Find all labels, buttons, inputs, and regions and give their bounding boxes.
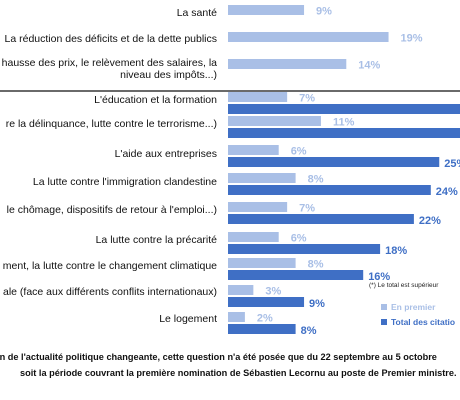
category-label-la-sante: La santé <box>177 7 217 19</box>
caption-line-2: soit la période couvrant la première nom… <box>20 368 457 378</box>
category-label-le-logement: Le logement <box>159 313 217 325</box>
value-label-total-ment-la-lutte-contre-le-change: 16% <box>368 271 390 283</box>
category-label-re-la-delinquance-lutte-contre: re la délinquance, lutte contre le terro… <box>6 118 217 130</box>
bar-total-l-education-et-la-formation <box>228 104 460 114</box>
bar-first-la-reduction-des-deficits-et-d <box>228 32 389 42</box>
bar-total-la-lutte-contre-la-precarite <box>228 244 381 254</box>
value-label-first-l-aide-aux-entreprises: 6% <box>291 146 307 158</box>
bar-first-hausse-des-prix-le-relevement- <box>228 59 347 69</box>
value-label-first-le-chomage-dispositifs-de-reto: 7% <box>299 203 315 215</box>
bar-total-la-lutte-contre-l-immigration- <box>228 185 431 195</box>
legend-label-first: En premier <box>391 302 436 312</box>
bar-first-ale-face-aux-differents-confli <box>228 285 254 295</box>
bar-first-la-lutte-contre-l-immigration- <box>228 173 296 183</box>
bar-total-ment-la-lutte-contre-le-change <box>228 270 364 280</box>
legend-swatch-total <box>381 319 387 325</box>
caption-line-1: on de l'actualité politique changeante, … <box>0 352 437 362</box>
bar-total-le-chomage-dispositifs-de-reto <box>228 214 414 224</box>
value-label-first-le-logement: 2% <box>257 313 273 325</box>
category-label-la-lutte-contre-l-immigration-: La lutte contre l'immigration clandestin… <box>33 176 217 188</box>
category-label-l-education-et-la-formation: L'éducation et la formation <box>94 94 217 106</box>
value-label-total-l-aide-aux-entreprises: 25% <box>444 158 460 170</box>
bar-first-ment-la-lutte-contre-le-change <box>228 258 296 268</box>
value-label-first-la-reduction-des-deficits-et-d: 19% <box>401 33 423 45</box>
value-label-total-la-lutte-contre-la-precarite: 18% <box>385 245 407 257</box>
value-label-total-le-logement: 8% <box>301 325 317 337</box>
value-label-total-ale-face-aux-differents-confli: 9% <box>309 298 325 310</box>
bar-first-la-sante <box>228 5 305 15</box>
category-label-hausse-des-prix-le-relevement-: hausse des prix, le relèvement des salai… <box>2 57 218 69</box>
category-label-le-chomage-dispositifs-de-reto: le chômage, dispositifs de retour à l'em… <box>7 204 217 216</box>
legend-swatch-first <box>381 304 387 310</box>
value-label-first-la-lutte-contre-l-immigration-: 8% <box>308 174 324 186</box>
value-label-first-la-sante: 9% <box>316 6 332 18</box>
category-label-ale-face-aux-differents-confli: ale (face aux différents conflits intern… <box>3 286 217 298</box>
bar-first-le-logement <box>228 312 245 322</box>
bar-first-re-la-delinquance-lutte-contre <box>228 116 321 126</box>
footnote: (*) Le total est supérieur <box>369 282 439 289</box>
category-label-l-aide-aux-entreprises: L'aide aux entreprises <box>115 148 217 160</box>
value-label-first-hausse-des-prix-le-relevement-: 14% <box>358 60 380 72</box>
bar-first-l-aide-aux-entreprises <box>228 145 279 155</box>
value-label-first-ment-la-lutte-contre-le-change: 8% <box>308 259 324 271</box>
category-label-ment-la-lutte-contre-le-change: ment, la lutte contre le changement clim… <box>3 260 217 272</box>
bar-total-l-aide-aux-entreprises <box>228 157 440 167</box>
value-label-total-le-chomage-dispositifs-de-reto: 22% <box>419 215 441 227</box>
value-label-first-la-lutte-contre-la-precarite: 6% <box>291 233 307 245</box>
legend: En premier Total des citatio <box>381 302 455 327</box>
value-label-total-la-lutte-contre-l-immigration-: 24% <box>436 186 458 198</box>
bar-first-le-chomage-dispositifs-de-reto <box>228 202 288 212</box>
bar-first-l-education-et-la-formation <box>228 92 288 102</box>
category-label-la-lutte-contre-la-precarite: La lutte contre la précarité <box>96 234 218 246</box>
bar-first-la-lutte-contre-la-precarite <box>228 232 279 242</box>
value-label-first-l-education-et-la-formation: 7% <box>299 93 315 105</box>
bar-total-re-la-delinquance-lutte-contre <box>228 128 460 138</box>
bar-total-le-logement <box>228 324 296 334</box>
category-label-la-reduction-des-deficits-et-d: La réduction des déficits et de la dette… <box>5 33 217 45</box>
value-label-first-ale-face-aux-differents-confli: 3% <box>265 286 281 298</box>
legend-label-total: Total des citatio <box>391 317 455 327</box>
value-label-first-re-la-delinquance-lutte-contre: 11% <box>333 117 355 129</box>
category-label-hausse-des-prix-le-relevement--line-2: niveau des impôts...) <box>120 69 217 81</box>
bar-total-ale-face-aux-differents-confli <box>228 297 305 307</box>
